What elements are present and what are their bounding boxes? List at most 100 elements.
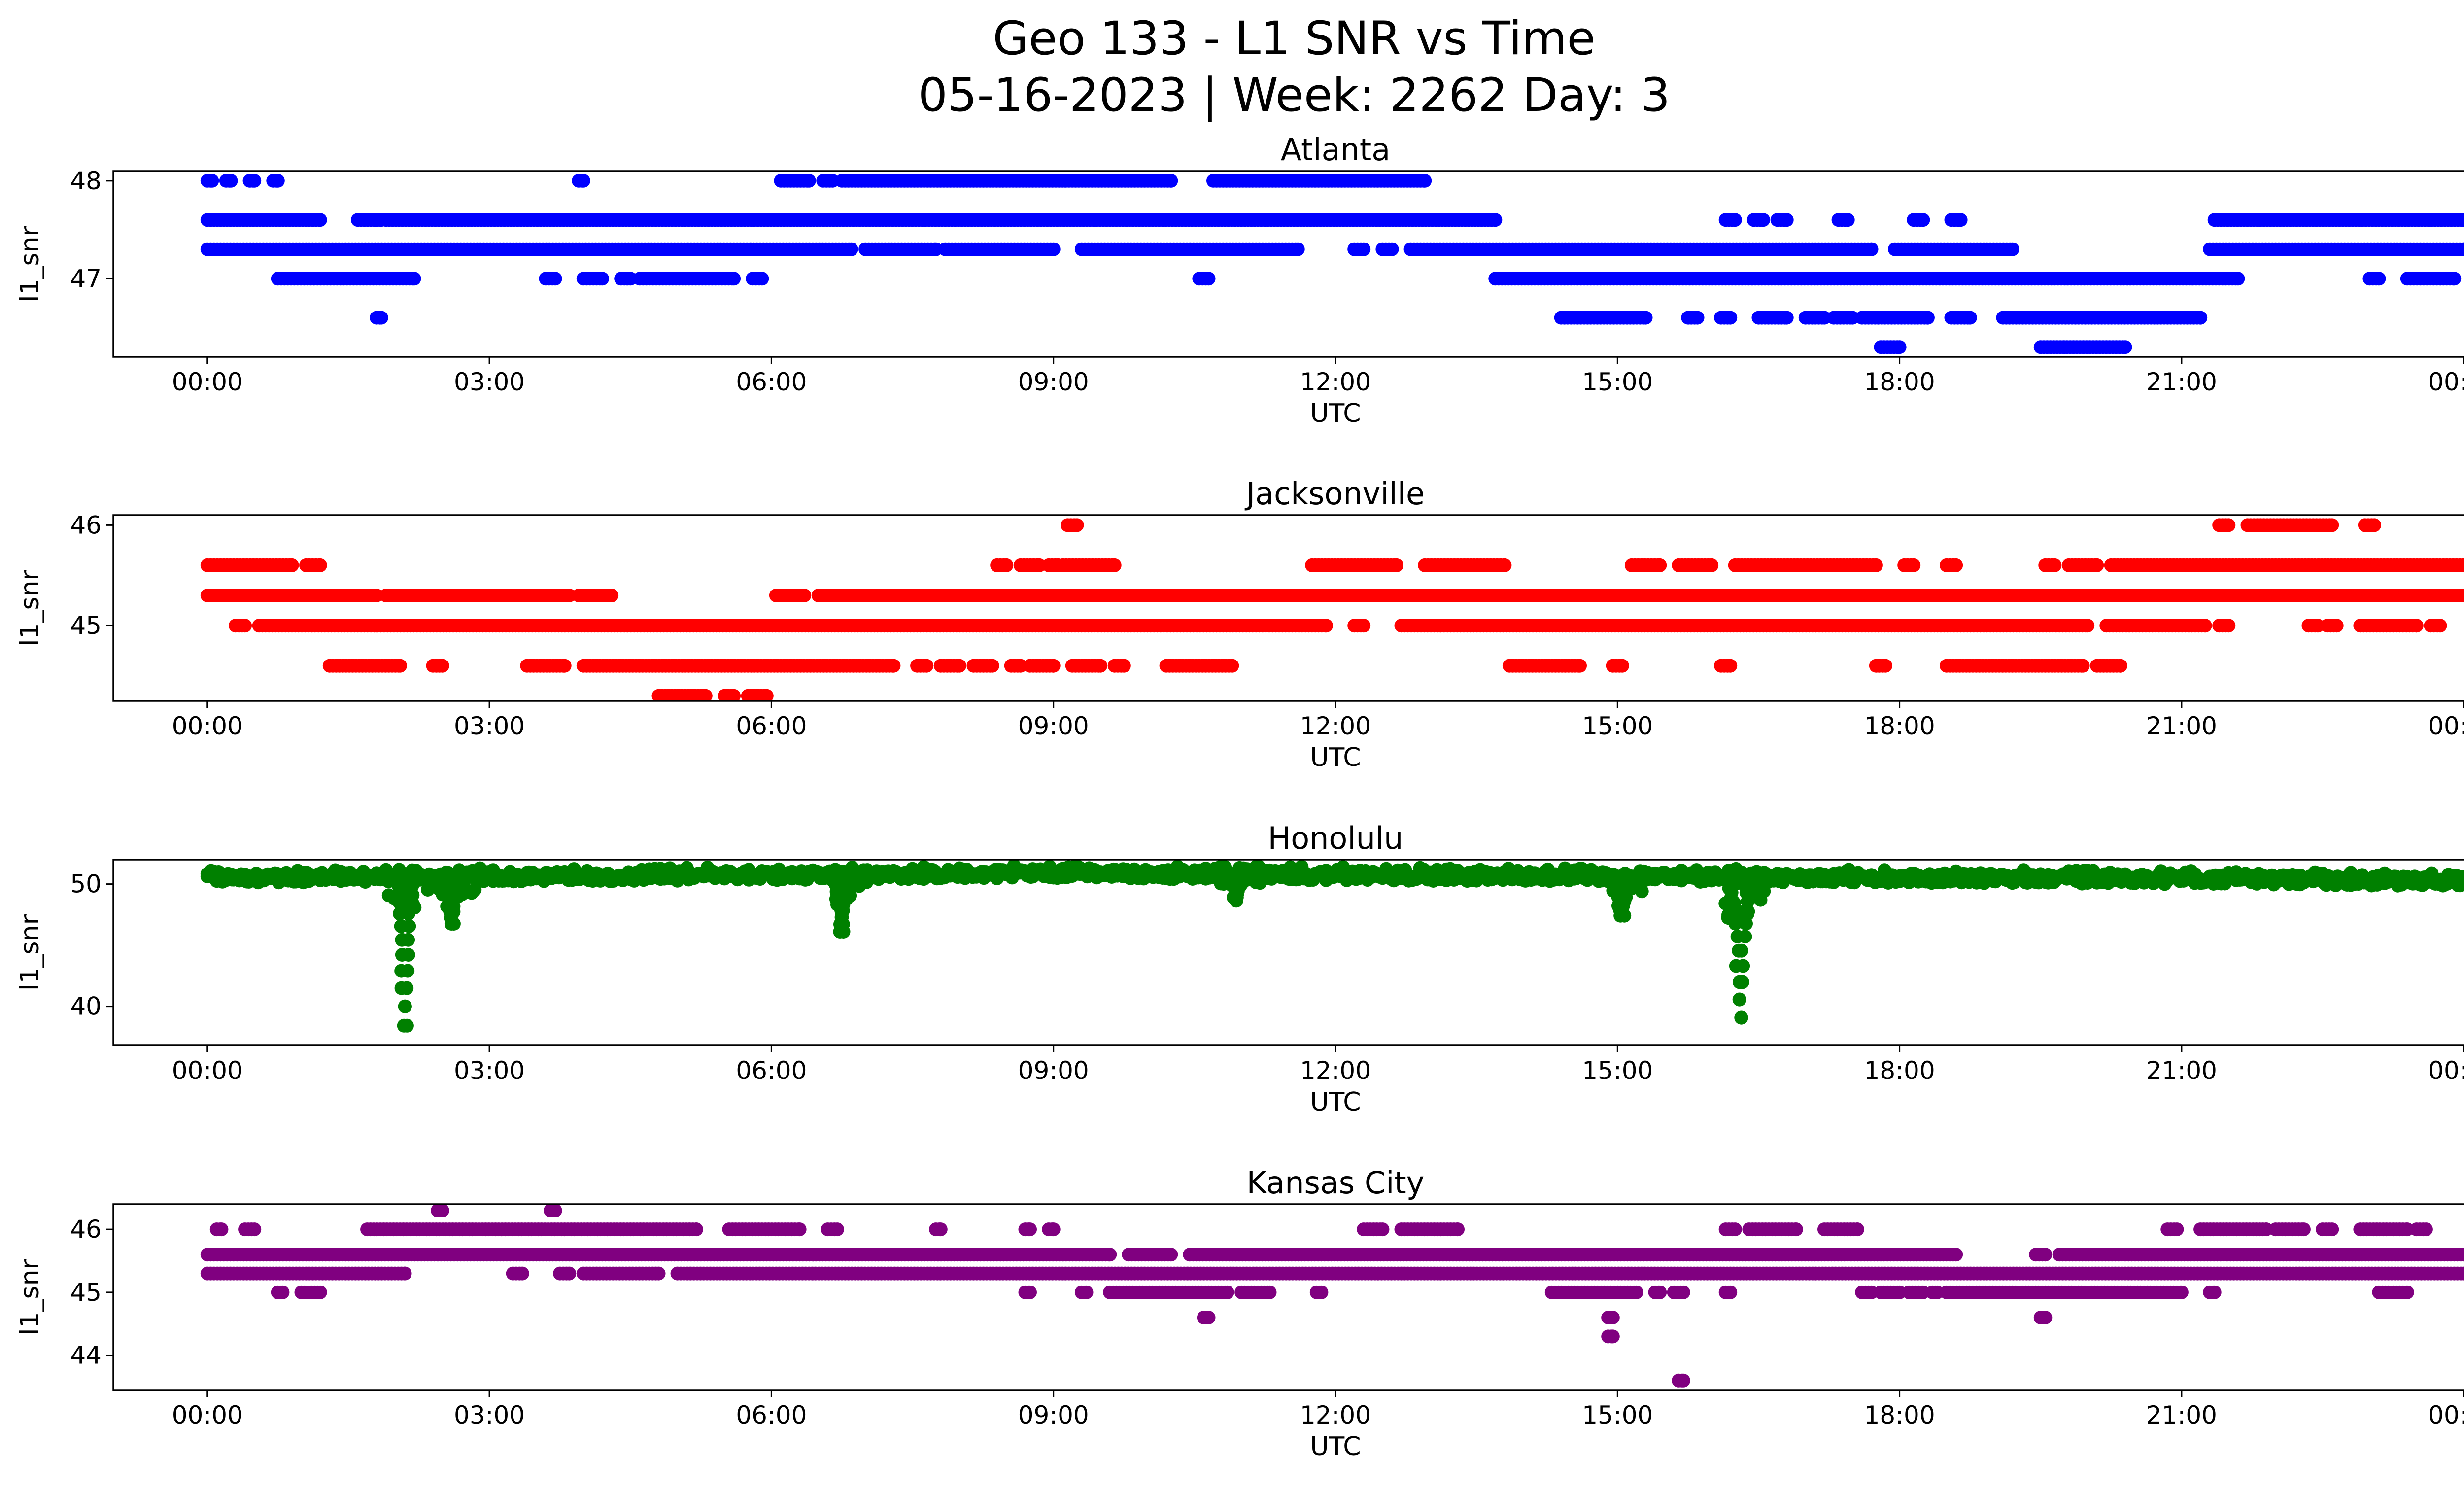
data-point [1291, 242, 1305, 256]
data-point [2329, 619, 2344, 633]
data-point [1094, 659, 1108, 673]
honolulu-points [200, 860, 2464, 1033]
data-point [698, 689, 713, 701]
data-point [1107, 558, 1122, 572]
data-point [2409, 619, 2424, 633]
data-point [1653, 558, 1667, 572]
data-point [1046, 242, 1061, 256]
data-point [2222, 619, 2236, 633]
x-tick-label: 21:00 [2146, 712, 2217, 740]
data-point [2222, 518, 2236, 532]
data-point [576, 174, 590, 188]
y-tick-label: 47 [70, 264, 102, 293]
data-point [374, 311, 388, 325]
data-point [2198, 619, 2212, 633]
x-tick-label: 00:00 [172, 368, 243, 396]
data-point [238, 619, 252, 633]
y-tick-label: 46 [70, 511, 102, 539]
data-point [1639, 311, 1653, 325]
data-point [1705, 558, 1719, 572]
data-point [1357, 242, 1371, 256]
x-tick-label: 03:00 [454, 368, 525, 396]
data-point [920, 659, 934, 673]
x-tick-label: 15:00 [1582, 368, 1653, 396]
data-point [2231, 272, 2245, 286]
data-point [2081, 619, 2095, 633]
data-point [1225, 659, 1239, 673]
data-point [1841, 213, 1855, 227]
x-tick-label: 09:00 [1018, 712, 1089, 740]
data-point [2193, 311, 2208, 325]
figure-title-line2: 05-16-2023 | Week: 2262 Day: 3 [918, 69, 1670, 122]
x-tick-label: 15:00 [1582, 712, 1653, 740]
data-point [435, 659, 449, 673]
y-tick-label: 45 [70, 611, 102, 640]
data-point [285, 558, 299, 572]
x-tick-label: 00:00 [2428, 368, 2464, 396]
y-tick-label: 48 [70, 167, 102, 195]
data-point [1864, 242, 1879, 256]
data-point [1488, 213, 1503, 227]
x-tick-label: 12:00 [1300, 712, 1371, 740]
data-point [247, 174, 262, 188]
data-point [1723, 311, 1738, 325]
data-point [313, 558, 327, 572]
data-point [2005, 242, 2019, 256]
data-point [2457, 213, 2464, 227]
data-point [2048, 558, 2062, 572]
data-point [1916, 213, 1930, 227]
data-point [727, 272, 741, 286]
jacksonville-title: Jacksonville [1244, 476, 1425, 512]
x-tick-label: 00:00 [172, 712, 243, 740]
data-point [1963, 311, 1977, 325]
data-point [727, 689, 741, 701]
data-point [548, 272, 562, 286]
data-point [2457, 558, 2464, 572]
data-point [2113, 659, 2127, 673]
data-point [999, 558, 1014, 572]
data-point [1756, 213, 1770, 227]
data-point [205, 174, 219, 188]
data-point [2433, 619, 2447, 633]
data-point [1907, 558, 1921, 572]
data-point [2457, 242, 2464, 256]
data-point [1164, 174, 1178, 188]
data-point [1949, 558, 1963, 572]
atlanta-title: Atlanta [1281, 132, 1390, 168]
data-point [313, 213, 327, 227]
data-point [2090, 558, 2104, 572]
atlanta-x-axis-label: UTC [1310, 399, 1361, 428]
x-tick-label: 21:00 [2146, 368, 2217, 396]
data-point [224, 174, 238, 188]
data-point [557, 659, 572, 673]
data-point [2372, 272, 2386, 286]
subplot-jacksonville: 00:00 03:00 06:00 09:00 12:00 15:00 18:00 21:00… [15, 476, 2464, 772]
data-point [2367, 518, 2381, 532]
x-tick-label: 09:00 [1018, 368, 1089, 396]
data-point [1780, 213, 1794, 227]
data-point [1357, 619, 1371, 633]
jacksonville-x-axis-label: UTC [1310, 743, 1361, 772]
data-point [1879, 659, 1892, 673]
data-point [1892, 340, 1907, 354]
data-point [1385, 242, 1399, 256]
data-point [1418, 174, 1432, 188]
data-point [1723, 659, 1738, 673]
data-point [1498, 558, 1512, 572]
data-point [1201, 272, 1216, 286]
data-point [759, 689, 774, 701]
data-point [2457, 589, 2464, 602]
x-tick-label: 03:00 [454, 712, 525, 740]
data-point [887, 659, 901, 673]
data-point [797, 589, 812, 602]
data-point [1070, 518, 1084, 532]
data-point [1046, 659, 1061, 673]
x-tick-label: 06:00 [736, 712, 807, 740]
data-point [1690, 311, 1705, 325]
data-point [2447, 272, 2462, 286]
atlanta-y-axis-label: l1_snr [15, 225, 45, 302]
data-point [802, 174, 816, 188]
data-point [985, 659, 999, 673]
data-point [1117, 659, 1131, 673]
